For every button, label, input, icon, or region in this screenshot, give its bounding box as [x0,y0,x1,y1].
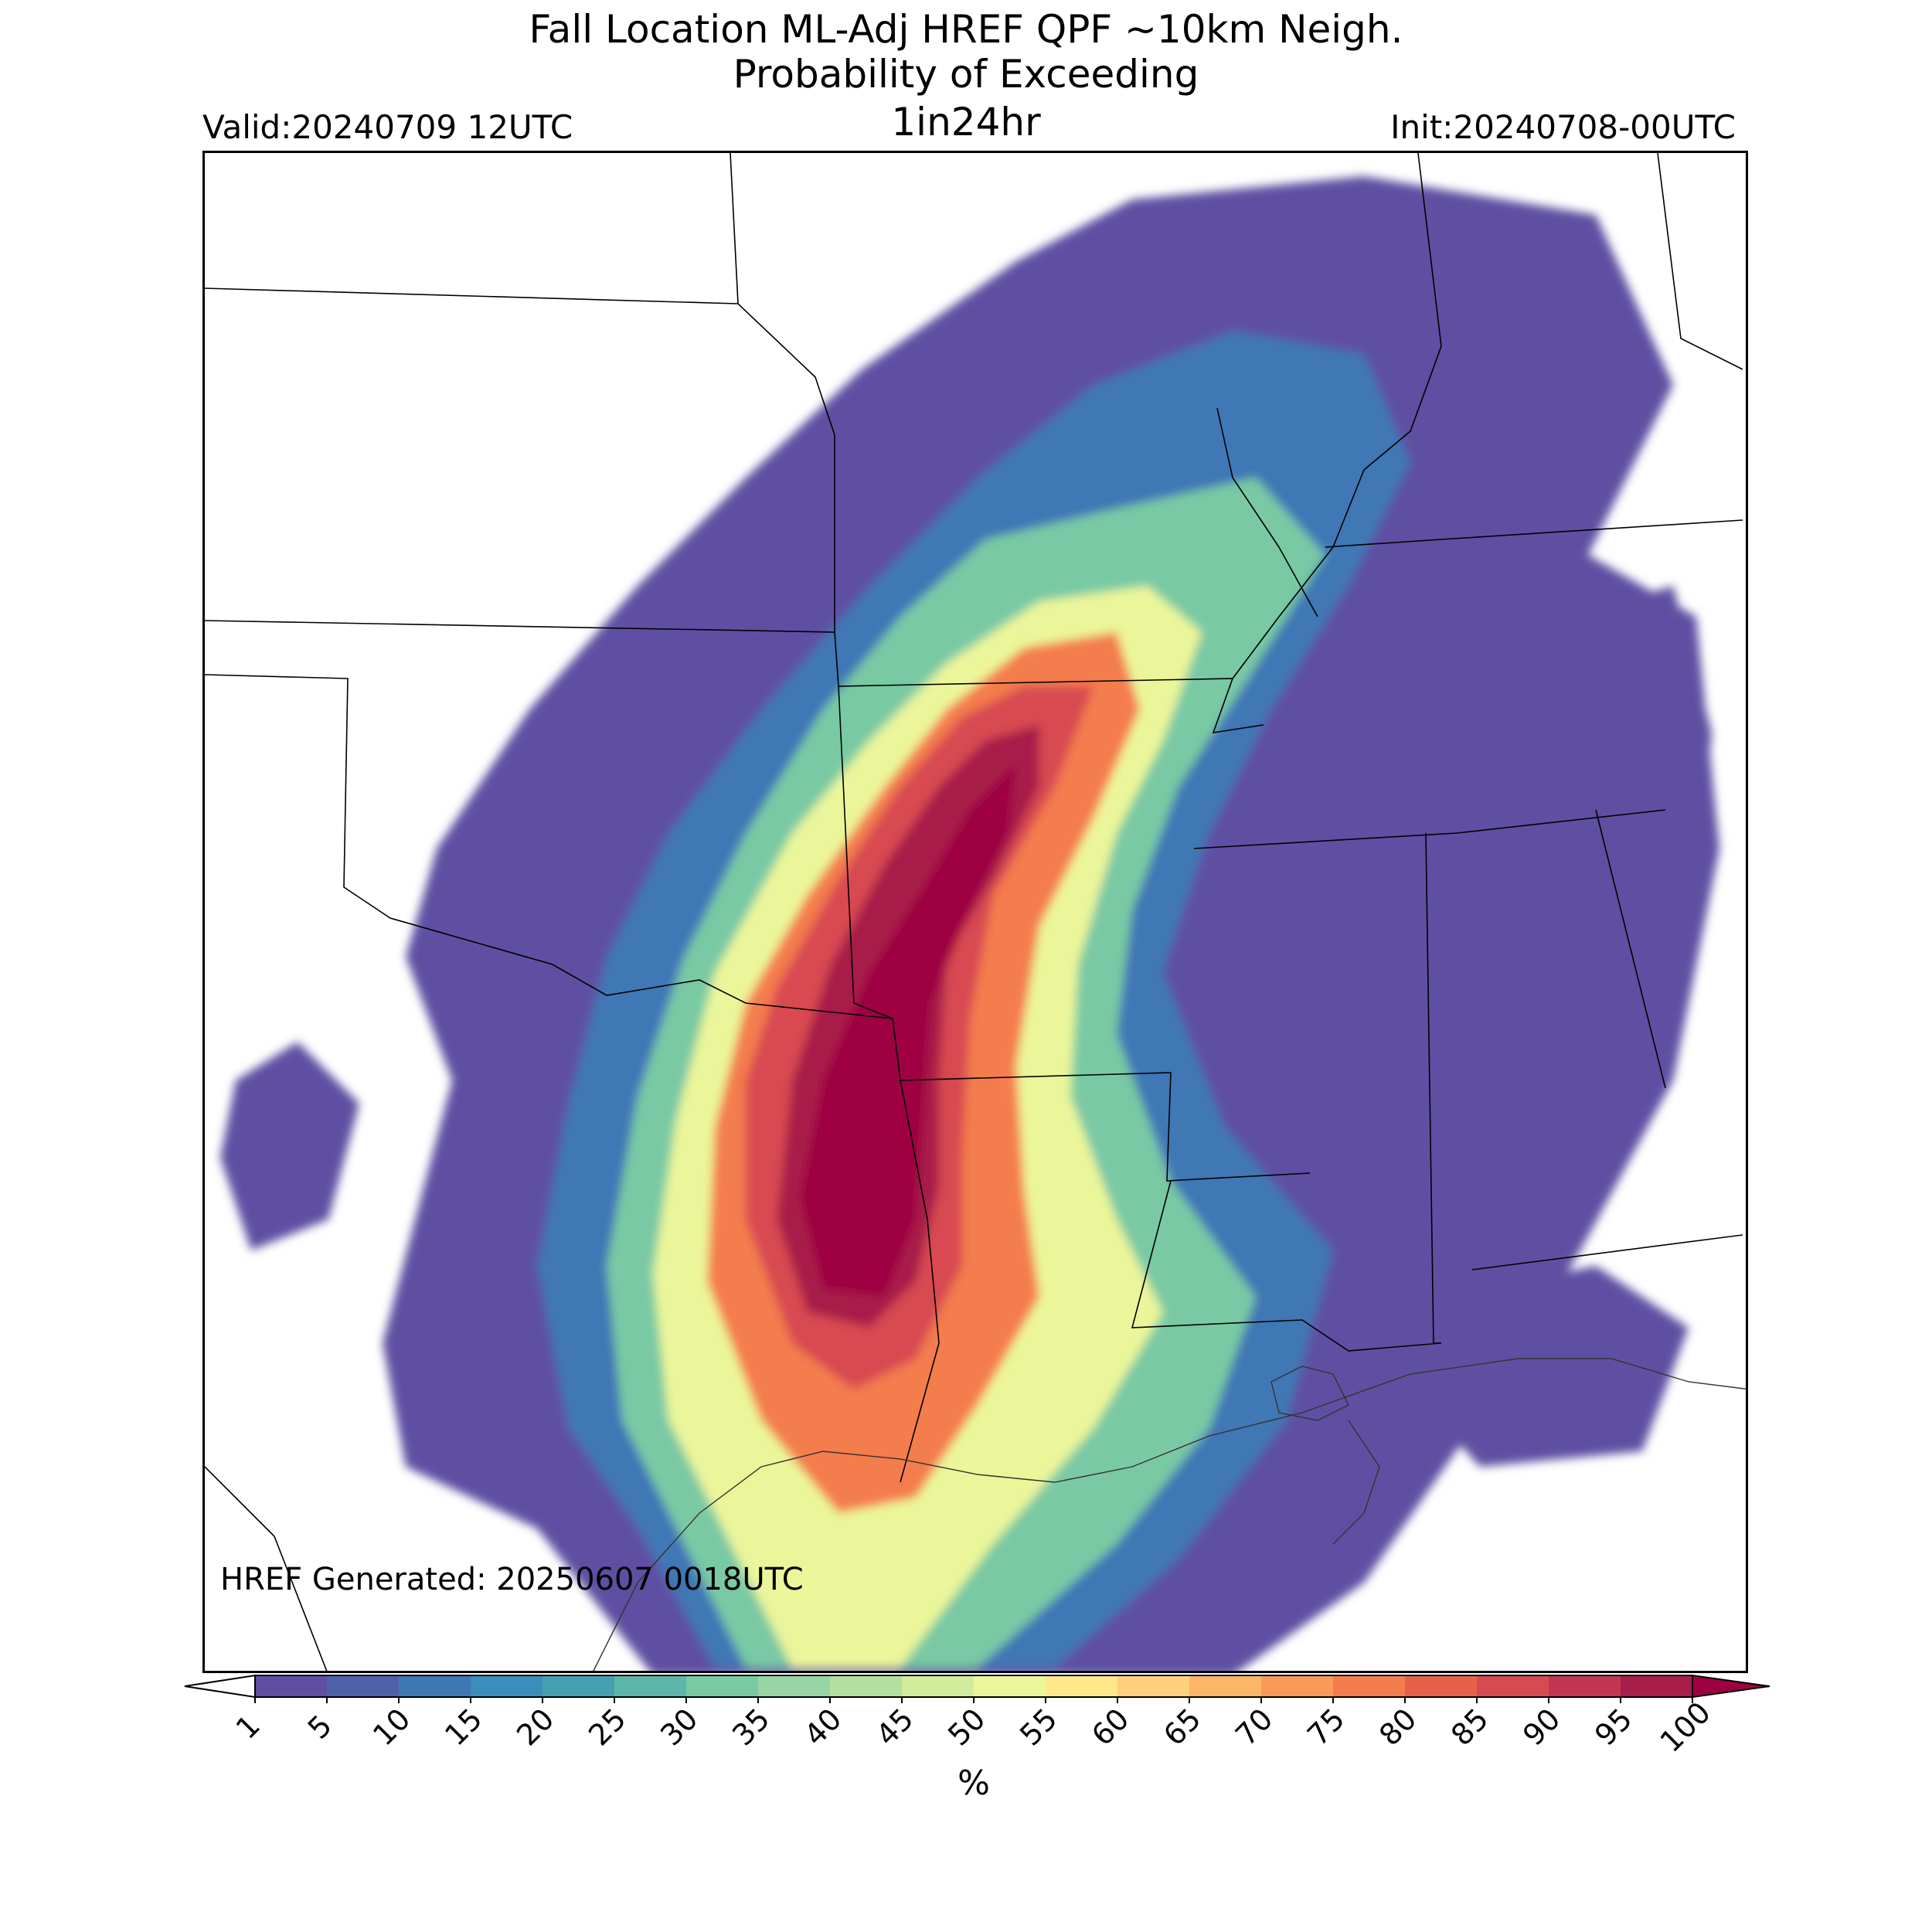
colorbar-tick-label: 1 [230,1709,267,1746]
prob-band-1-west [220,1042,359,1250]
colorbar-tick-label: 40 [798,1702,848,1752]
valid-time-label: Valid:20240709 12UTC [202,108,573,146]
colorbar-segment [1477,1675,1549,1697]
colorbar-tick-label: 25 [582,1702,632,1752]
probability-field [220,176,1719,1671]
map-title-line1: Fall Location ML-Adj HREF QPF ~10km Neig… [529,7,1403,52]
colorbar-tick-label: 90 [1516,1702,1566,1752]
colorbar-segment [758,1675,831,1697]
colorbar-tick-label: 30 [654,1702,704,1752]
colorbar-segment [255,1675,328,1697]
colorbar-tick-label: 45 [869,1702,920,1752]
colorbar-segment [1189,1675,1262,1697]
colorbar-segment [1046,1675,1118,1697]
prob-band-1-east [1457,586,1712,1080]
colorbar-segment [1621,1675,1693,1697]
colorbar-tick-label: 20 [510,1702,560,1752]
colorbar-segment [1405,1675,1478,1697]
init-time-label: Init:20240708-00UTC [1390,108,1736,146]
colorbar-tick-label: 55 [1013,1702,1063,1752]
colorbar-tick-label: 65 [1157,1702,1207,1752]
colorbar-segment [1261,1675,1334,1697]
colorbar-segment [1117,1675,1190,1697]
colorbar-segments [255,1675,1693,1697]
state-borders [205,153,1743,1671]
probability-map [205,153,1746,1671]
colorbar-segment [1333,1675,1406,1697]
colorbar-tick-label: 70 [1229,1702,1279,1752]
colorbar-segment [471,1675,543,1697]
colorbar-under-triangle [184,1674,256,1699]
colorbar-tick-label: 100 [1654,1696,1717,1759]
map-title-line2: Probability of Exceeding [733,52,1199,97]
colorbar-segment [614,1675,687,1697]
coastline [593,1358,1746,1671]
colorbar-tick-label: 50 [941,1702,992,1752]
colorbar-tick-label: 80 [1372,1702,1423,1752]
colorbar-segment [830,1675,903,1697]
colorbar-segment [399,1675,471,1697]
colorbar-tick-label: 75 [1301,1702,1351,1752]
colorbar-tick-label: 60 [1085,1702,1135,1752]
colorbar-unit-label: % [957,1764,990,1803]
colorbar-ticks: 1 5 10 15 20 25 30 35 40 45 50 55 60 65 70 75 80 85 90 95 10… [230,1696,1717,1759]
colorbar-tick-label: 10 [366,1702,417,1752]
colorbar-tick-label: 85 [1444,1702,1495,1752]
colorbar-tick-label: 15 [438,1702,488,1752]
colorbar-segment [1549,1675,1621,1697]
colorbar: 1 5 10 15 20 25 30 35 40 45 50 55 60 65 70 75 80 85 90 95 10… [184,1674,1770,1759]
colorbar-over-triangle [1692,1674,1770,1699]
colorbar-segment [902,1675,975,1697]
colorbar-segment [327,1675,400,1697]
colorbar-tick-label: 35 [726,1702,776,1752]
map-title-line3: 1in24hr [891,100,1041,145]
map-panel: HREF Generated: 20250607 0018UTC [202,151,1748,1673]
colorbar-segment [543,1675,615,1697]
generated-timestamp: HREF Generated: 20250607 0018UTC [220,1562,804,1597]
colorbar-tick-label: 95 [1588,1702,1638,1752]
colorbar-tick-label: 5 [301,1709,338,1746]
colorbar-segment [686,1675,759,1697]
prob-core [800,764,1016,1297]
prob-band-1-gulf [1410,1266,1689,1467]
colorbar-segment [974,1675,1046,1697]
